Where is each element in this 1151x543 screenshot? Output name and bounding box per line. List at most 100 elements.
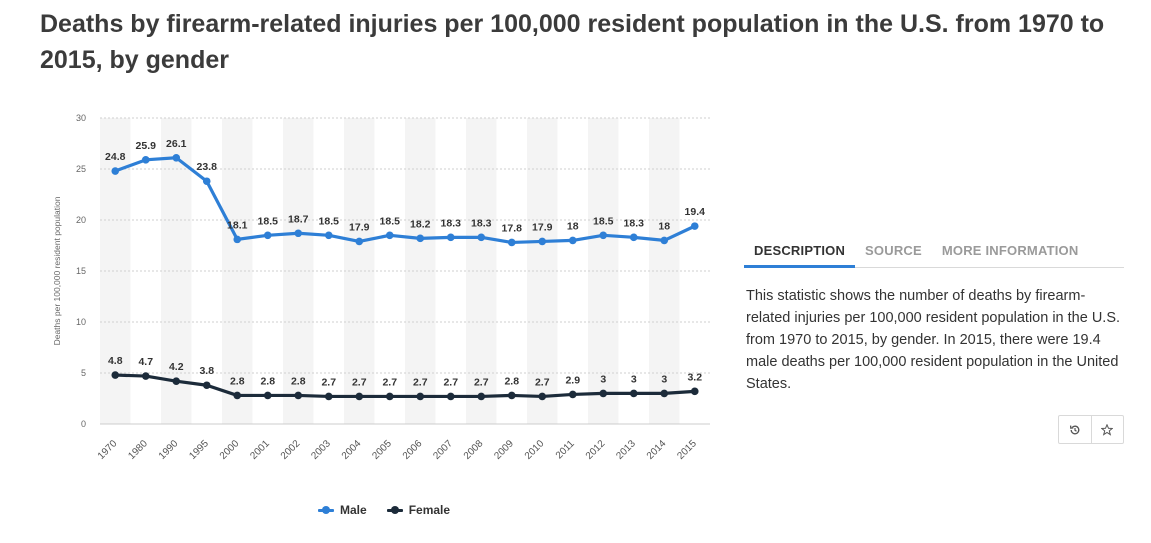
x-tick-label: 2012 <box>584 438 608 462</box>
x-tick-label: 2002 <box>279 438 303 462</box>
data-point-male <box>385 231 394 240</box>
data-label-male: 18.5 <box>593 215 614 227</box>
x-tick-label: 2011 <box>554 438 577 461</box>
data-point-female <box>141 372 150 380</box>
data-label-female: 2.7 <box>321 376 336 388</box>
x-tick-label: 2013 <box>614 438 638 462</box>
data-label-female: 4.7 <box>138 356 153 368</box>
data-label-female: 3.8 <box>199 365 214 377</box>
data-label-female: 2.7 <box>352 376 367 388</box>
data-point-female <box>568 390 577 399</box>
y-tick-label: 30 <box>76 113 86 123</box>
legend-swatch-female <box>386 505 403 515</box>
data-point-female <box>690 387 699 396</box>
data-point-female <box>660 389 669 398</box>
description-text: This statistic shows the number of death… <box>746 288 1121 392</box>
chart-legend: Male Female <box>318 503 450 517</box>
data-label-male: 18.5 <box>319 215 340 227</box>
data-point-female <box>202 381 211 390</box>
page-title: Deaths by firearm-related injuries per 1… <box>40 10 1105 74</box>
tab-more-information[interactable]: MORE INFORMATION <box>941 243 1079 258</box>
data-label-female: 2.8 <box>504 375 519 387</box>
favorite-button[interactable] <box>1090 416 1124 443</box>
data-label-male: 18.3 <box>624 217 645 229</box>
data-point-male <box>538 237 547 246</box>
data-point-male <box>172 153 181 162</box>
data-point-female <box>629 389 638 398</box>
data-label-male: 26.1 <box>166 138 187 150</box>
data-label-female: 2.8 <box>260 375 275 387</box>
data-label-male: 18 <box>567 220 579 232</box>
data-label-female: 2.7 <box>535 376 550 388</box>
tab-source[interactable]: SOURCE <box>865 243 922 258</box>
legend-item-female[interactable]: Female <box>386 503 451 517</box>
data-label-male: 24.8 <box>105 151 126 163</box>
x-tick-label: 1970 <box>96 438 120 462</box>
y-axis-label: Deaths per 100,000 resident population <box>52 196 62 345</box>
data-point-female <box>507 391 516 400</box>
data-point-female <box>355 392 364 401</box>
data-label-male: 18.1 <box>227 219 248 231</box>
x-tick-label: 2014 <box>645 438 669 462</box>
x-tick-label: 2007 <box>431 438 455 462</box>
data-point-female <box>172 377 181 385</box>
data-point-male <box>324 231 333 240</box>
data-point-male <box>629 233 638 242</box>
x-tick-label: 1980 <box>126 438 150 462</box>
data-point-male <box>599 231 608 240</box>
history-icon <box>1069 425 1080 434</box>
data-point-female <box>233 391 242 400</box>
data-label-female: 2.8 <box>230 375 245 387</box>
data-point-female <box>416 392 425 401</box>
x-tick-label: 2008 <box>462 438 486 462</box>
history-button[interactable] <box>1059 416 1091 443</box>
x-tick-label: 2010 <box>523 438 547 462</box>
data-point-male <box>477 233 486 242</box>
data-label-female: 4.8 <box>108 355 123 367</box>
action-buttons <box>1058 415 1124 444</box>
star-icon <box>1101 423 1114 436</box>
legend-item-male[interactable]: Male <box>318 503 367 517</box>
data-point-female <box>446 392 455 401</box>
info-tabs: DESCRIPTION SOURCE MORE INFORMATION <box>744 236 1124 268</box>
data-point-female <box>385 392 394 401</box>
data-label-female: 2.7 <box>443 376 458 388</box>
legend-label-male: Male <box>340 503 367 517</box>
x-tick-label: 2015 <box>675 438 699 462</box>
data-point-male <box>263 231 272 240</box>
data-point-male <box>507 238 516 247</box>
data-label-female: 2.7 <box>474 376 489 388</box>
x-tick-label: 1995 <box>187 438 211 462</box>
data-label-male: 17.8 <box>502 222 523 234</box>
data-label-male: 19.4 <box>685 206 706 218</box>
data-point-male <box>416 234 425 243</box>
data-label-male: 25.9 <box>136 140 157 152</box>
y-tick-label: 10 <box>76 317 86 327</box>
x-tick-label: 1990 <box>157 438 181 462</box>
tab-description[interactable]: DESCRIPTION <box>744 236 856 268</box>
data-point-male <box>660 236 669 245</box>
data-label-female: 3 <box>631 373 637 385</box>
data-label-male: 23.8 <box>197 161 218 173</box>
data-point-male <box>294 229 303 238</box>
data-point-female <box>538 392 547 401</box>
data-point-female <box>324 392 333 401</box>
data-point-male <box>233 235 242 244</box>
data-point-male <box>355 237 364 246</box>
data-label-male: 18.5 <box>258 215 279 227</box>
data-label-male: 17.9 <box>349 221 370 233</box>
series-line-male <box>113 156 697 245</box>
y-tick-label: 5 <box>81 368 86 378</box>
data-point-male <box>202 177 211 186</box>
x-tick-label: 2004 <box>340 438 364 462</box>
x-tick-label: 2009 <box>492 438 516 462</box>
data-label-female: 2.9 <box>565 374 580 386</box>
legend-label-female: Female <box>408 503 451 517</box>
x-tick-label: 2001 <box>248 438 272 462</box>
series-line-female <box>113 373 697 399</box>
data-point-female <box>263 391 272 400</box>
data-label-female: 4.2 <box>169 361 184 373</box>
data-point-male <box>690 222 699 230</box>
data-label-male: 18 <box>658 220 670 232</box>
